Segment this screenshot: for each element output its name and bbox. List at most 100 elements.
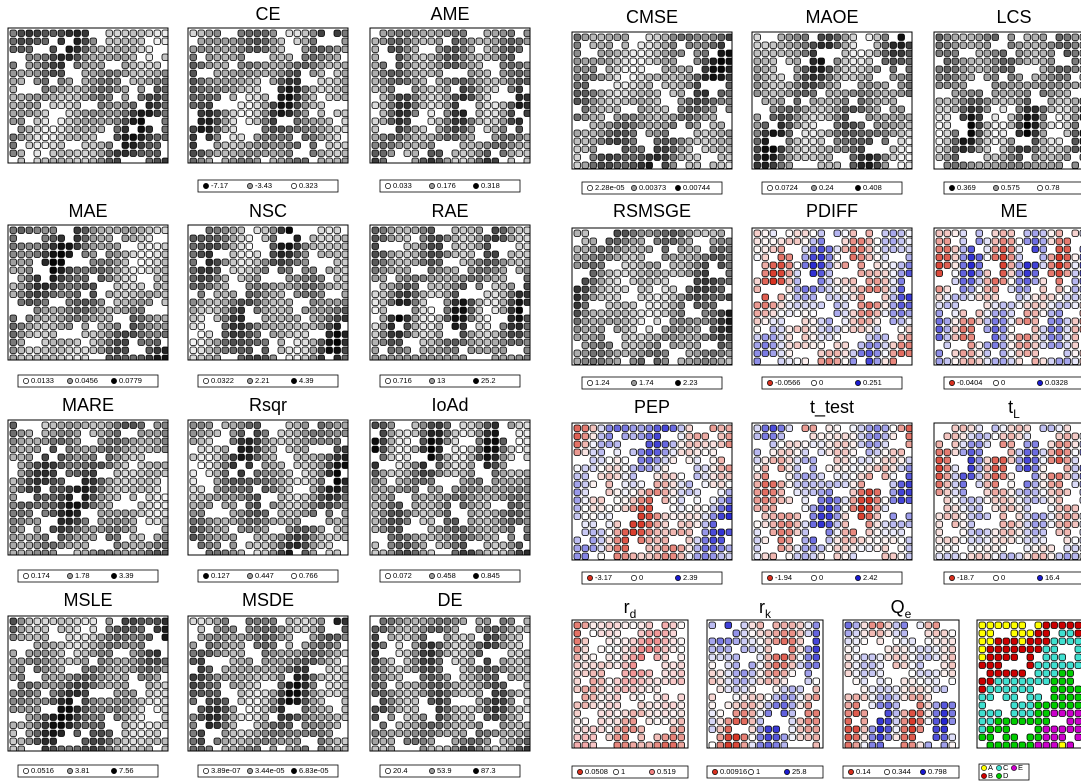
map-cell (246, 110, 253, 117)
map-cell (614, 350, 621, 357)
map-cell (10, 78, 17, 85)
map-cell (122, 227, 129, 234)
map-cell (254, 30, 261, 37)
map-cell (58, 142, 65, 149)
map-cell (206, 502, 213, 509)
map-cell (294, 339, 301, 346)
map-cell (826, 82, 833, 89)
map-cell (74, 158, 81, 165)
map-cell (428, 134, 435, 141)
map-cell (334, 307, 341, 314)
map-cell (810, 318, 817, 325)
map-cell (138, 674, 145, 681)
title-text: AME (430, 4, 469, 24)
map-cell (270, 307, 277, 314)
map-cell (190, 730, 197, 737)
map-cell (198, 714, 205, 721)
map-cell (66, 251, 73, 258)
map-cell (960, 106, 967, 113)
map-cell (718, 294, 725, 301)
map-cell (460, 38, 467, 45)
map-cell (678, 146, 685, 153)
map-cell (254, 62, 261, 69)
map-cell (710, 286, 717, 293)
map-cell (318, 291, 325, 298)
map-cell (34, 722, 41, 729)
map-cell (114, 518, 121, 525)
map-cell (396, 666, 403, 673)
map-cell (26, 291, 33, 298)
map-cell (334, 142, 341, 149)
map-cell (428, 110, 435, 117)
map-cell (302, 158, 309, 165)
map-cell (516, 331, 523, 338)
map-cell (206, 714, 213, 721)
map-cell (146, 251, 153, 258)
map-cell (516, 307, 523, 314)
panel-title: MAE (68, 201, 107, 221)
map-cell (380, 446, 387, 453)
map-cell (850, 350, 857, 357)
map-cell (1040, 138, 1047, 145)
map-cell (396, 355, 403, 362)
map-cell (686, 66, 693, 73)
map-cell (866, 358, 873, 365)
map-cell (428, 626, 435, 633)
map-cell (106, 355, 113, 362)
map-cell (396, 438, 403, 445)
map-cell (334, 46, 341, 53)
map (188, 225, 349, 362)
map-cell (476, 142, 483, 149)
map-cell (802, 302, 809, 309)
map-cell (508, 315, 515, 322)
map-cell (818, 334, 825, 341)
map-cell (270, 54, 277, 61)
map-cell (90, 722, 97, 729)
map-cell (372, 134, 379, 141)
map-cell (114, 355, 121, 362)
map-cell (420, 722, 427, 729)
map-cell (372, 510, 379, 517)
map (370, 616, 531, 753)
map-cell (834, 294, 841, 301)
map-cell (444, 347, 451, 354)
map-cell (460, 227, 467, 234)
map-cell (114, 134, 121, 141)
map-cell (334, 738, 341, 745)
map-cell (476, 331, 483, 338)
map-cell (1064, 42, 1071, 49)
map-cell (778, 162, 785, 169)
map-cell (874, 66, 881, 73)
map-cell (318, 62, 325, 69)
map-cell (850, 34, 857, 41)
legend-marker (23, 573, 28, 578)
map-cell (66, 510, 73, 517)
map-cell (246, 730, 253, 737)
map-cell (412, 355, 419, 362)
map-cell (436, 626, 443, 633)
map-cell (270, 666, 277, 673)
map-cell (106, 227, 113, 234)
map-cell (396, 70, 403, 77)
map-cell (302, 86, 309, 93)
title-text: MSDE (242, 590, 294, 610)
map-cell (42, 251, 49, 258)
map-cell (334, 70, 341, 77)
map-cell (396, 518, 403, 525)
map-cell (622, 146, 629, 153)
map-cell (428, 510, 435, 517)
map-cell (222, 642, 229, 649)
map-cell (898, 74, 905, 81)
map-cell (492, 46, 499, 53)
map-cell (778, 114, 785, 121)
map-cell (50, 658, 57, 665)
map-cell (1032, 122, 1039, 129)
map-cell (1024, 106, 1031, 113)
map-cell (318, 626, 325, 633)
map-cell (898, 82, 905, 89)
map-cell (622, 50, 629, 57)
map-cell (302, 62, 309, 69)
map-cell (412, 158, 419, 165)
map (752, 32, 913, 169)
map-cell (198, 730, 205, 737)
